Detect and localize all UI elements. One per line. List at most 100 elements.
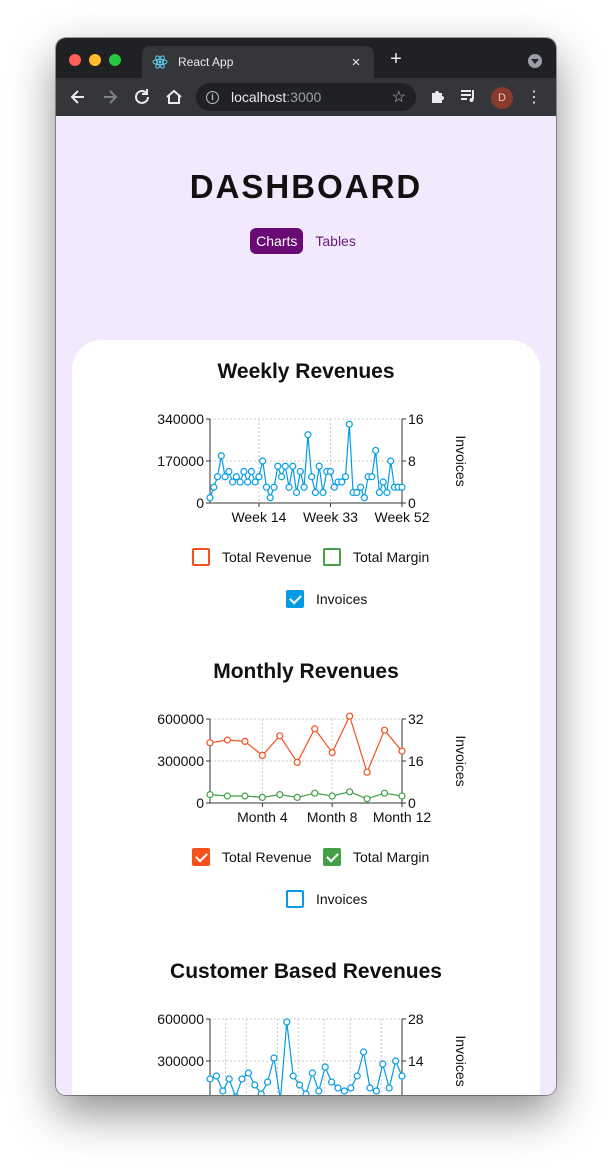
tab-charts[interactable]: Charts <box>250 228 304 254</box>
x-tick-label: Month 8 <box>307 809 358 824</box>
window-minimize-button[interactable] <box>89 54 101 66</box>
data-point <box>353 1072 361 1080</box>
data-point <box>283 1018 291 1026</box>
data-point <box>366 1084 374 1092</box>
forward-arrow-icon[interactable] <box>100 87 120 107</box>
x-tick-label: Week 33 <box>303 509 358 524</box>
info-icon[interactable]: i <box>206 90 219 104</box>
tab-search-icon[interactable] <box>528 54 542 68</box>
weekly-revenues-chart: 340000 170000 0 16 8 0 Invoices Week 14 Week 33 W… <box>157 411 469 524</box>
tab-tables[interactable]: Tables <box>315 233 356 249</box>
data-point <box>206 739 214 747</box>
data-point <box>259 457 267 465</box>
kebab-icon[interactable]: ⋮ <box>526 89 542 106</box>
avatar[interactable]: D <box>491 87 513 109</box>
data-point <box>240 467 248 476</box>
star-icon[interactable]: ☆ <box>391 89 406 106</box>
checkbox-total-revenue[interactable] <box>192 548 210 566</box>
data-point <box>311 789 319 797</box>
x-tick-label: Month 4 <box>237 809 288 824</box>
tab-close-icon[interactable]: × <box>351 53 361 71</box>
data-point <box>375 488 384 497</box>
data-point <box>392 1057 400 1065</box>
legend-total-margin[interactable]: Total Margin <box>323 848 429 866</box>
data-point <box>300 483 308 491</box>
data-point <box>236 478 244 486</box>
legend-invoices[interactable]: Invoices <box>286 590 367 608</box>
data-point <box>360 1048 368 1056</box>
legend-total-revenue[interactable]: Total Revenue <box>192 848 312 866</box>
data-point <box>345 420 353 428</box>
data-point <box>221 473 229 481</box>
legend-invoices[interactable]: Invoices <box>286 890 367 908</box>
y2-tick-label: 8 <box>408 453 416 469</box>
x-tick-label: Week 14 <box>231 509 286 524</box>
checkbox-invoices[interactable] <box>286 590 304 608</box>
data-point <box>217 452 225 460</box>
reload-icon[interactable] <box>132 87 152 107</box>
data-point <box>276 790 284 799</box>
y2-tick-label: 14 <box>408 1053 424 1069</box>
browser-tab[interactable]: React App × <box>142 46 374 78</box>
data-point <box>270 483 278 491</box>
data-point <box>398 747 406 755</box>
data-point <box>338 478 346 486</box>
data-point <box>238 1075 246 1083</box>
data-point <box>223 736 232 744</box>
series-line <box>209 1021 403 1095</box>
legend-total-margin[interactable]: Total Margin <box>323 548 429 566</box>
legend-label: Total Revenue <box>222 549 312 565</box>
page-title: DASHBOARD <box>189 168 423 205</box>
data-point <box>257 1090 265 1095</box>
puzzle-icon[interactable] <box>428 87 448 110</box>
data-point <box>334 1084 342 1092</box>
legend-label: Total Margin <box>353 849 430 865</box>
legend-total-revenue[interactable]: Total Revenue <box>192 548 312 566</box>
window-close-button[interactable] <box>69 54 81 66</box>
media-icon[interactable] <box>458 87 478 110</box>
data-point <box>341 473 350 481</box>
checkbox-total-margin[interactable] <box>323 848 341 866</box>
data-point <box>281 462 289 470</box>
data-point <box>206 790 214 799</box>
data-point <box>372 1087 380 1095</box>
chart-title: Weekly Revenues <box>217 360 395 383</box>
y2-axis-label: Invoices <box>453 435 469 486</box>
react-logo-icon <box>152 54 168 70</box>
data-point <box>296 1081 304 1089</box>
checkbox-total-margin[interactable] <box>323 548 341 566</box>
data-point <box>328 792 336 800</box>
data-point <box>270 1054 278 1062</box>
data-point <box>251 478 259 486</box>
back-arrow-icon[interactable] <box>68 87 88 107</box>
data-point <box>223 792 232 800</box>
data-point <box>262 483 271 491</box>
data-point <box>383 488 391 497</box>
url-host: localhost <box>231 89 287 105</box>
x-tick-label: Month 12 <box>373 809 432 824</box>
y2-tick-label: 0 <box>408 495 416 511</box>
data-point <box>398 1072 406 1080</box>
data-point <box>380 789 389 797</box>
data-point <box>363 795 371 803</box>
address-bar[interactable]: i localhost :3000 ☆ <box>196 83 416 111</box>
data-point <box>251 1081 259 1089</box>
y-tick-label: 0 <box>196 495 204 511</box>
data-point <box>368 473 376 481</box>
home-icon[interactable] <box>164 87 184 107</box>
checkbox-total-revenue[interactable] <box>192 848 210 866</box>
series-line <box>209 791 403 800</box>
new-tab-button[interactable]: + <box>390 48 402 70</box>
data-point <box>296 467 304 476</box>
data-point <box>346 788 354 796</box>
data-point <box>379 1060 387 1068</box>
data-point <box>225 1075 233 1083</box>
data-point <box>330 483 338 491</box>
checkbox-invoices[interactable] <box>286 890 304 908</box>
data-point <box>372 446 380 455</box>
chart-title: Customer Based Revenues <box>170 960 442 983</box>
window-maximize-button[interactable] <box>109 54 121 66</box>
data-point <box>213 473 222 481</box>
y-tick-label: 300000 <box>157 753 204 769</box>
